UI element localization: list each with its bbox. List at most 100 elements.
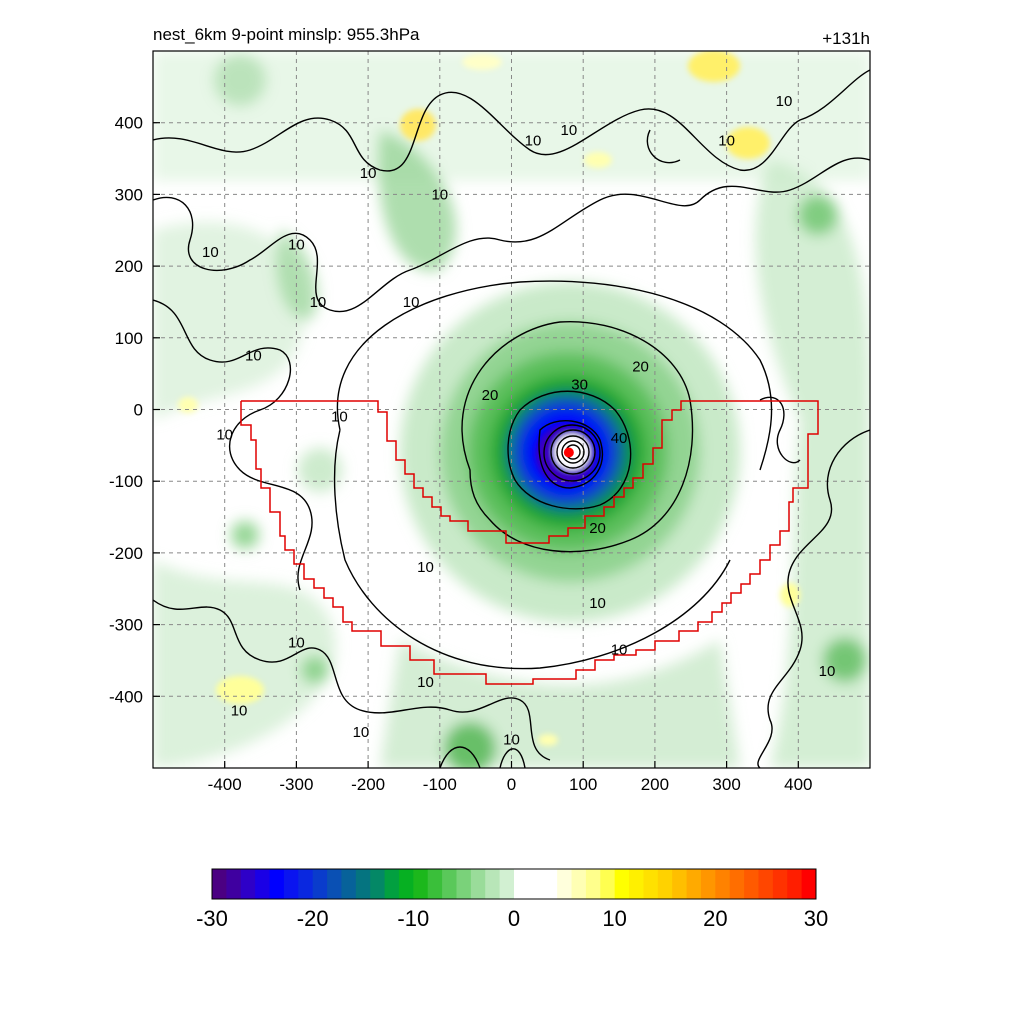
colorbar-swatch: [672, 869, 688, 899]
colorbar-swatch: [657, 869, 673, 899]
chart-title-left: nest_6km 9-point minslp: 955.3hPa: [153, 25, 420, 44]
colorbar-frame: [211, 868, 817, 900]
contour-label: 10: [288, 635, 305, 652]
colorbar-swatch: [571, 869, 587, 899]
contour-label: 10: [231, 703, 248, 720]
contour-label: 10: [525, 133, 542, 150]
contour-eye-4: [561, 440, 585, 464]
contour-label: 10: [331, 409, 348, 426]
colorbar-swatch: [485, 869, 501, 899]
colorbar-swatch: [370, 869, 386, 899]
colorbar-swatch: [283, 869, 299, 899]
contour-label: 10: [776, 93, 793, 110]
y-tick-label: -300: [109, 616, 143, 635]
contour-10-ne: [646, 129, 681, 164]
contour-eye-2: [550, 429, 596, 475]
colorbar-tick-label: -10: [397, 906, 429, 931]
contour-label: 10: [718, 133, 735, 150]
contour-label: 10: [216, 427, 233, 444]
contour-label: 20: [589, 520, 606, 537]
colorbar-swatch: [729, 869, 745, 899]
contour-10-north: [153, 69, 870, 172]
colorbar-swatch: [240, 869, 256, 899]
x-tick-label: 300: [712, 775, 740, 794]
contour-labels: 10 10 10 10 10 10 10 10 10 10 10 10 10 10 10 10 10 10 10 10…: [202, 93, 835, 748]
contour-10-sw: [153, 599, 551, 761]
colorbar-swatch: [413, 869, 429, 899]
colorbar-swatch: [514, 869, 529, 899]
x-axis: -400 -300 -200 -100 0 100 200 300 400: [208, 761, 812, 794]
colorbar-swatch: [629, 869, 644, 899]
colorbar-swatch: [255, 869, 271, 899]
x-tick-label: -300: [279, 775, 313, 794]
contour-label: 20: [482, 387, 499, 404]
colorbar-swatch: [585, 869, 601, 899]
wind-contours: [153, 69, 870, 768]
storm-center-marker: [563, 447, 574, 458]
y-tick-label: -200: [109, 544, 143, 563]
colorbar-swatch: [614, 869, 630, 899]
x-tick-label: 200: [641, 775, 669, 794]
contour-label: 10: [589, 595, 606, 612]
contour-label: 10: [611, 642, 628, 659]
contour-label: 40: [611, 430, 628, 447]
x-tick-label: 0: [507, 775, 516, 794]
colorbar-swatch: [427, 869, 443, 899]
colorbar-swatch: [226, 869, 242, 899]
contour-label: 20: [632, 358, 649, 375]
contour-label: 10: [819, 663, 836, 680]
colorbar-swatch: [470, 869, 486, 899]
contour-label: 10: [431, 186, 448, 203]
colorbar-swatch: [557, 869, 573, 899]
colorbar-swatch: [312, 869, 328, 899]
contour-label: 10: [353, 724, 370, 741]
contour-10-east: [759, 396, 801, 464]
contour-label: 10: [503, 731, 520, 748]
colorbar-swatch: [528, 869, 544, 899]
colorbar: -30 -20 -10 0 10 20 30: [196, 868, 828, 931]
colorbar-swatch: [269, 869, 285, 899]
colorbar-swatch: [772, 869, 788, 899]
chart-title-right: +131h: [822, 29, 870, 48]
colorbar-swatch: [327, 869, 342, 899]
colorbar-swatch: [298, 869, 314, 899]
y-tick-label: 300: [115, 185, 143, 204]
y-tick-label: 200: [115, 257, 143, 276]
colorbar-swatch: [341, 869, 357, 899]
contour-label: 10: [417, 674, 434, 691]
y-tick-label: 100: [115, 329, 143, 348]
colorbar-swatch: [499, 869, 515, 899]
contour-10-se: [757, 429, 870, 768]
y-tick-label: 400: [115, 114, 143, 133]
contour-40: [538, 420, 604, 489]
contour-eye-3: [556, 435, 590, 469]
x-tick-label: 100: [569, 775, 597, 794]
contour-10-nw: [153, 157, 870, 313]
colorbar-tick-label: -20: [297, 906, 329, 931]
colorbar-swatch: [787, 869, 803, 899]
x-tick-label: -200: [351, 775, 385, 794]
contour-label: 10: [310, 294, 327, 311]
colorbar-swatch: [600, 869, 616, 899]
colorbar-tick-label: -30: [196, 906, 228, 931]
contour-eye-1: [543, 424, 601, 482]
y-tick-label: -100: [109, 472, 143, 491]
colorbar-swatch: [700, 869, 716, 899]
contour-label: 10: [417, 559, 434, 576]
colorbar-tick-label: 20: [703, 906, 727, 931]
contour-label: 10: [561, 122, 578, 139]
colorbar-swatch: [643, 869, 659, 899]
colorbar-swatch: [398, 869, 414, 899]
colorbar-swatch: [758, 869, 774, 899]
x-tick-label: -100: [423, 775, 457, 794]
contour-label: 10: [288, 237, 305, 254]
y-tick-label: -400: [109, 687, 143, 706]
colorbar-tick-label: 0: [508, 906, 520, 931]
contour-label: 10: [245, 348, 262, 365]
colorbar-swatch: [744, 869, 759, 899]
colorbar-swatch: [456, 869, 472, 899]
colorbar-tick-label: 10: [602, 906, 626, 931]
y-tick-label: 0: [134, 401, 143, 420]
y-axis: -400 -300 -200 -100 0 100 200 300 400: [109, 114, 160, 706]
